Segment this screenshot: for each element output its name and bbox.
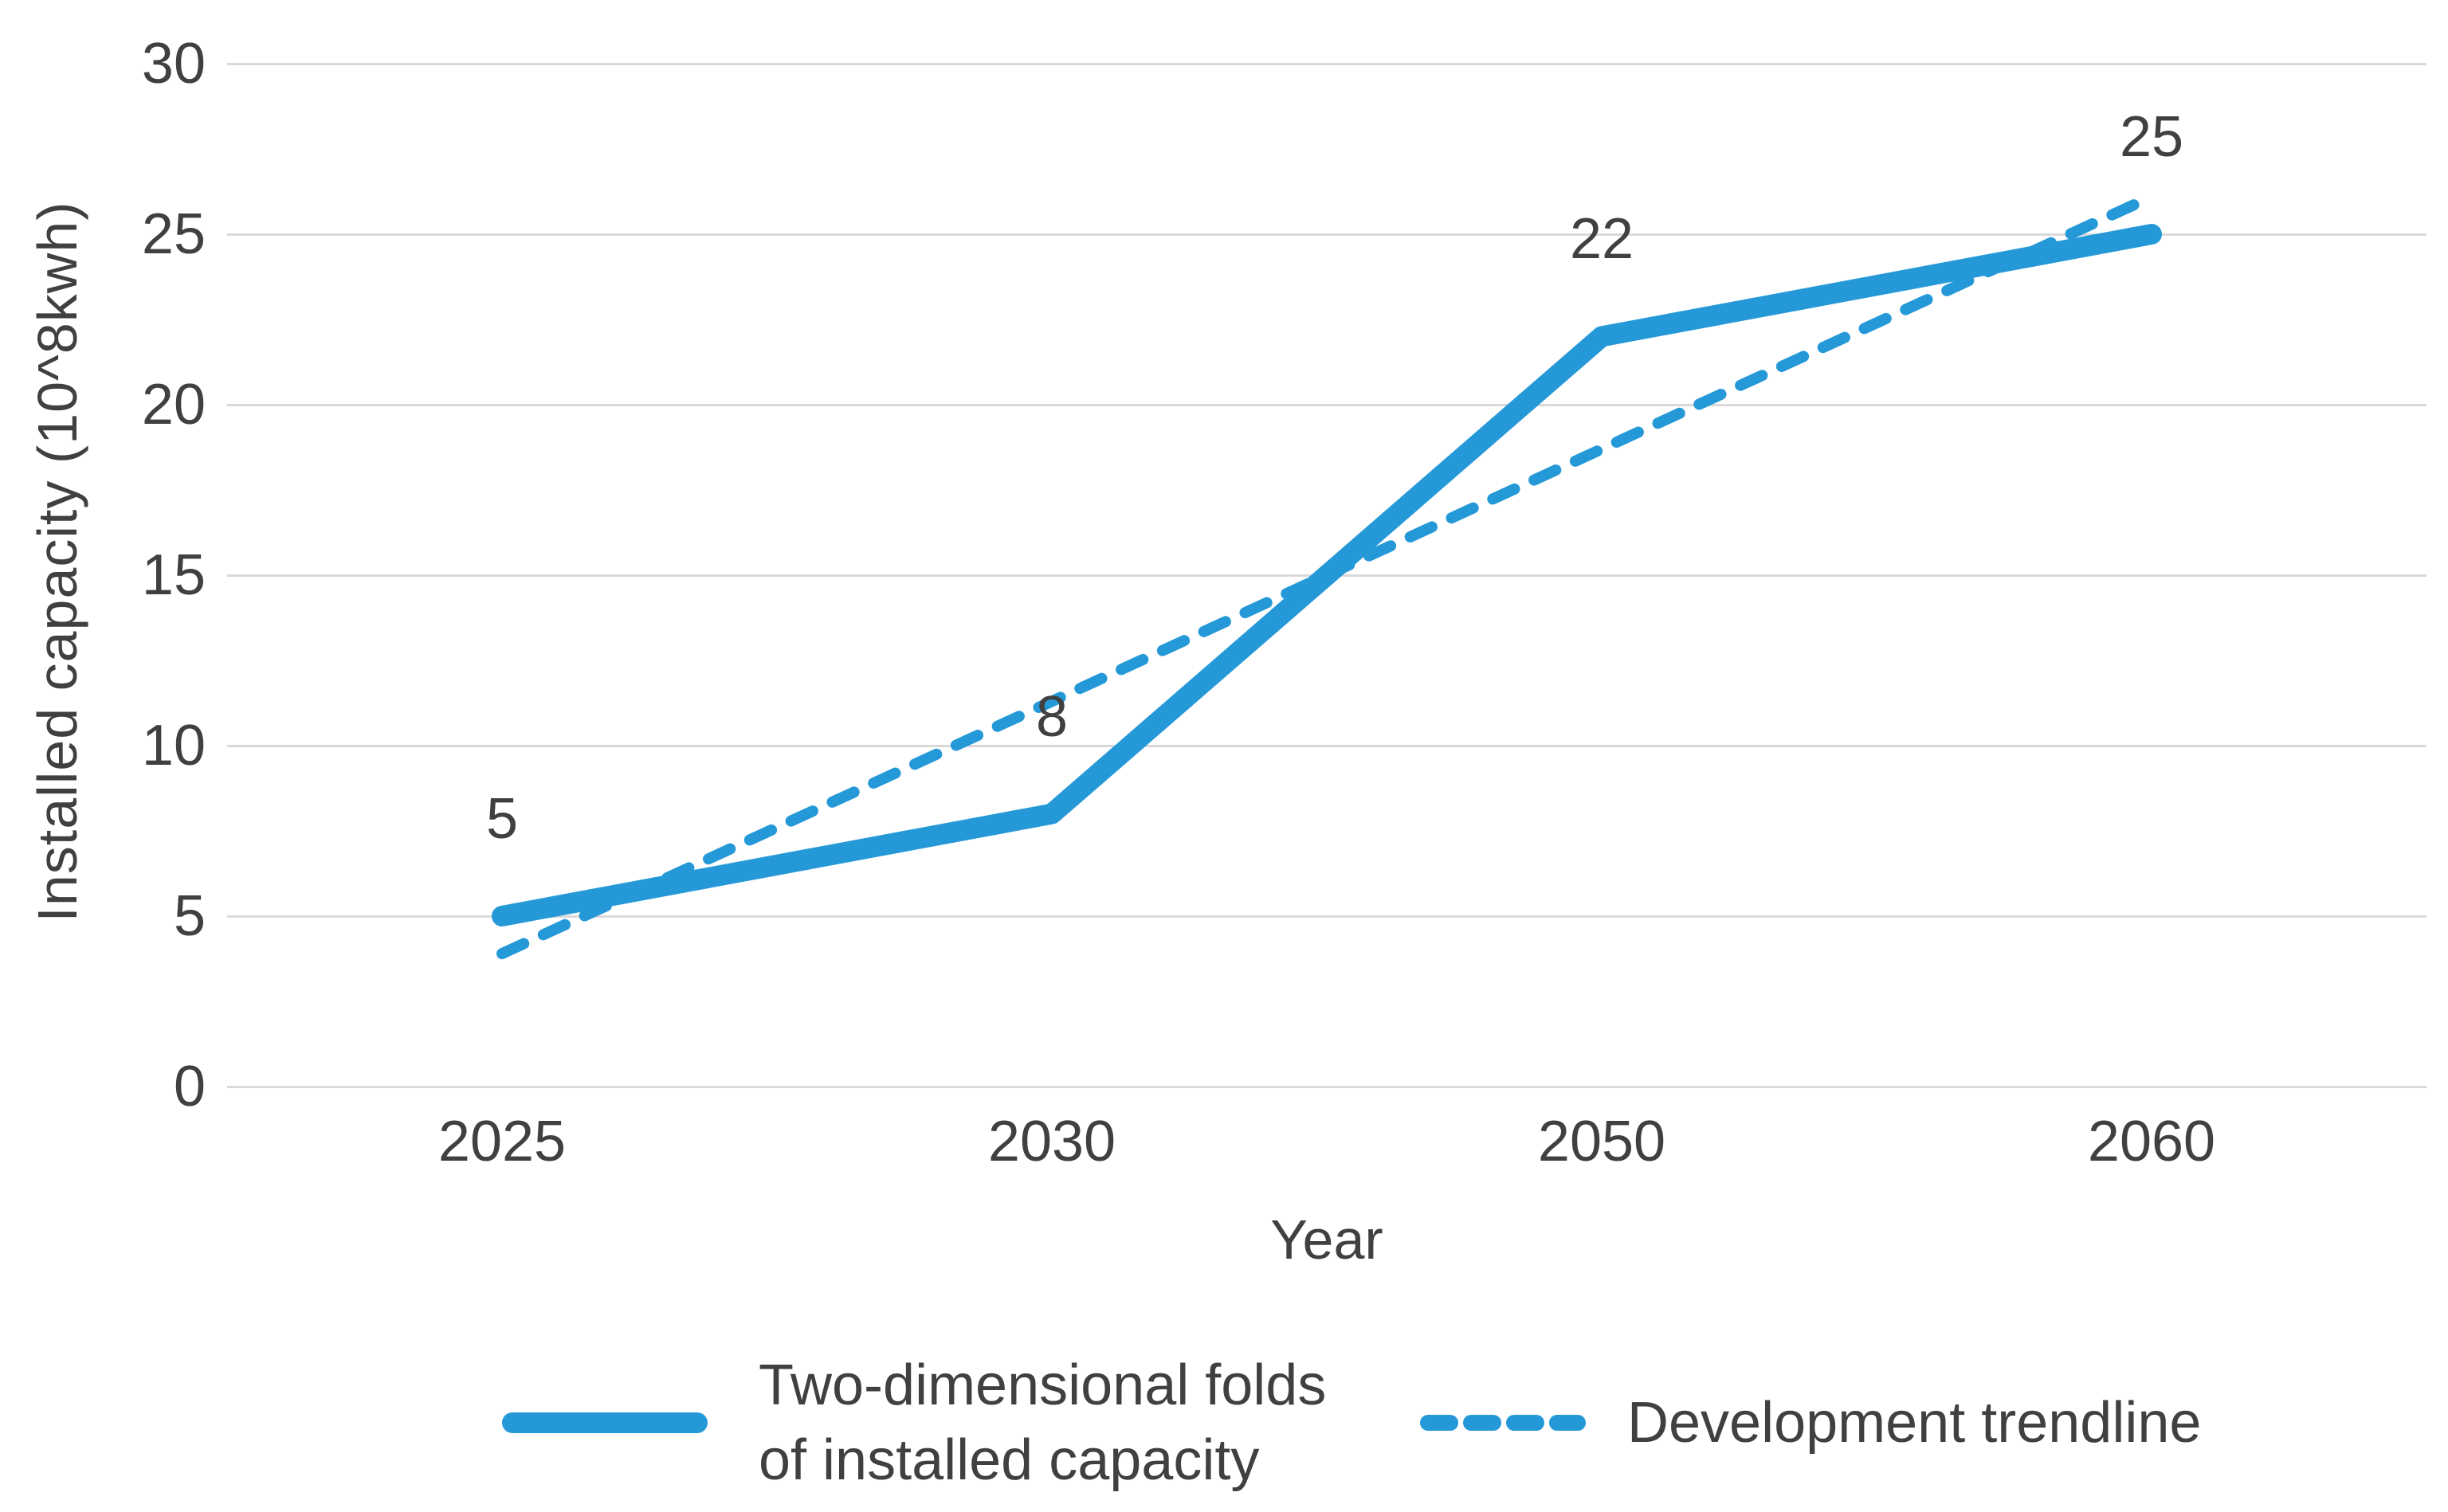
y-tick-label-15: 15 [141,543,206,607]
y-tick-label-10: 10 [141,714,206,778]
y-tick-label-0: 0 [173,1055,206,1118]
gridline-y-30 [227,62,2426,65]
legend-solid-line-swatch [502,1412,708,1433]
x-tick-label-2025: 2025 [437,1110,567,1173]
x-axis-title: Year [1270,1208,1383,1271]
legend-label-trendline: Development trendline [1627,1391,2202,1455]
y-axis-tick-labels: 30 25 20 15 10 5 0 [0,0,206,1512]
gridline-y-20 [227,403,2426,406]
y-tick-label-30: 30 [141,32,206,96]
legend-label-line1: Two-dimensional folds [759,1353,1327,1417]
gridline-y-10 [227,744,2426,747]
x-tick-label-2060: 2060 [2087,1110,2216,1173]
legend-label-line2: of installed capacity [759,1428,1260,1492]
data-label-5: 5 [485,787,519,851]
data-label-22: 22 [1569,207,1634,272]
dashed-trendline [496,190,2157,960]
legend: Two-dimensional folds of installed capac… [0,1314,2448,1512]
legend-label-installed-capacity: Two-dimensional folds of installed capac… [759,1348,1326,1498]
y-tick-label-25: 25 [141,202,206,266]
y-tick-label-5: 5 [173,884,206,948]
x-axis-tick-labels: 2025 2030 2050 2060 [227,1109,2426,1174]
x-tick-label-2030: 2030 [987,1110,1116,1173]
data-label-25: 25 [2119,105,2184,169]
gridline-y-0 [227,1085,2426,1088]
legend-dashed-line-swatch [1420,1415,1586,1431]
gridline-y-5 [227,915,2426,918]
x-tick-label-2050: 2050 [1537,1110,1666,1173]
y-tick-label-20: 20 [141,373,206,437]
data-label-8: 8 [1035,684,1069,749]
gridline-y-25 [227,233,2426,236]
series-lines [492,190,2162,960]
plot-area: 5 8 22 25 [227,62,2426,1088]
